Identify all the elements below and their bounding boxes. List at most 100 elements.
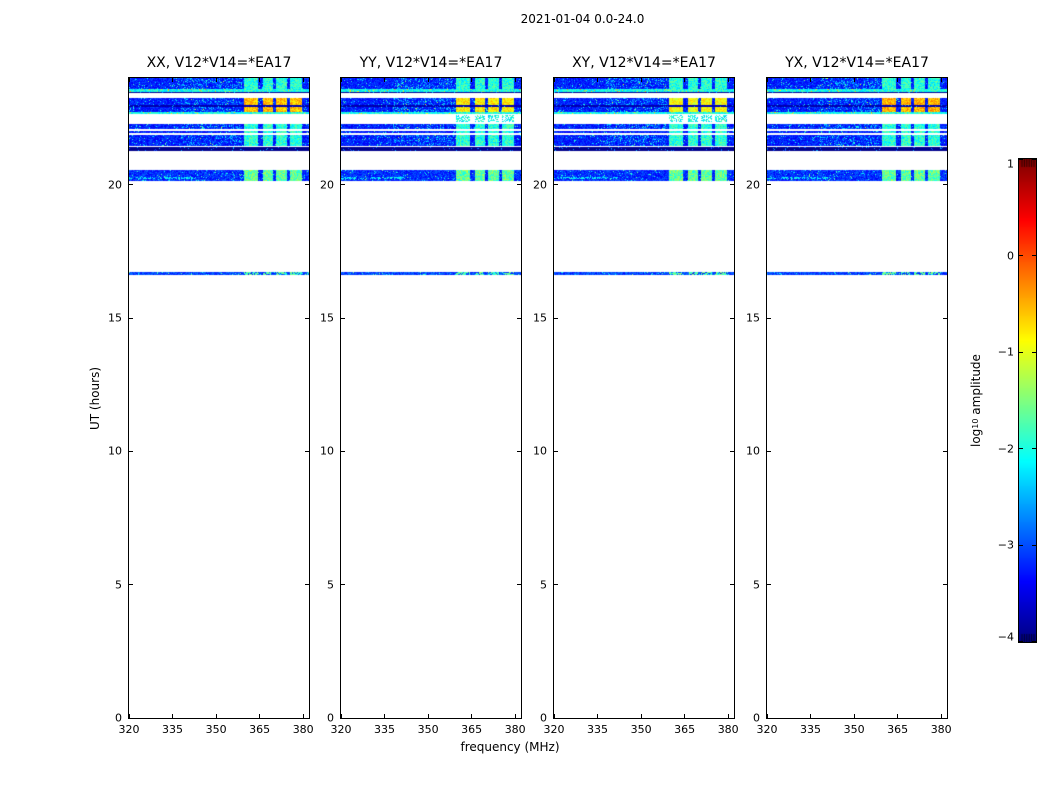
x-tick-mark bbox=[259, 714, 261, 718]
spectrogram-canvas-yy bbox=[341, 78, 521, 718]
x-tick-mark bbox=[215, 714, 217, 718]
y-tick-label: 20 bbox=[533, 178, 547, 192]
y-tick-label: 5 bbox=[115, 578, 122, 592]
y-tick-label: 15 bbox=[320, 311, 334, 325]
x-tick-mark bbox=[340, 78, 342, 82]
x-tick-mark bbox=[384, 714, 386, 718]
x-tick-label: 320 bbox=[330, 723, 352, 736]
x-tick-mark bbox=[727, 714, 729, 718]
colorbar-tick-mark bbox=[1032, 159, 1036, 160]
colorbar-tick-mark bbox=[1032, 448, 1036, 450]
x-tick-mark bbox=[553, 78, 555, 82]
x-tick-label: 350 bbox=[843, 723, 865, 736]
x-tick-label: 335 bbox=[800, 723, 822, 736]
colorbar-label-subscript: 10 bbox=[971, 418, 980, 429]
panel-title-yy: YY, V12*V14=*EA17 bbox=[359, 55, 503, 71]
y-tick-mark bbox=[730, 584, 734, 586]
y-tick-mark bbox=[943, 184, 947, 186]
x-tick-label: 320 bbox=[756, 723, 778, 736]
x-axis-label: frequency (MHz) bbox=[460, 740, 560, 754]
y-tick-mark bbox=[767, 184, 771, 186]
x-tick-label: 335 bbox=[374, 723, 396, 736]
y-tick-mark bbox=[305, 184, 309, 186]
y-tick-mark bbox=[767, 717, 771, 719]
x-tick-label: 335 bbox=[587, 723, 609, 736]
y-tick-mark bbox=[517, 717, 521, 719]
colorbar-tick-label: 0 bbox=[1007, 249, 1014, 263]
x-tick-mark bbox=[597, 714, 599, 718]
y-tick-mark bbox=[730, 184, 734, 186]
y-tick-mark bbox=[305, 317, 309, 319]
colorbar-tick-mark bbox=[1032, 544, 1036, 546]
x-tick-mark bbox=[597, 78, 599, 82]
panel-title-yx: YX, V12*V14=*EA17 bbox=[785, 55, 929, 71]
y-tick-label: 0 bbox=[327, 711, 334, 725]
y-tick-label: 15 bbox=[533, 311, 547, 325]
y-tick-mark bbox=[554, 184, 558, 186]
x-tick-mark bbox=[684, 714, 686, 718]
y-tick-mark bbox=[341, 317, 345, 319]
x-tick-mark bbox=[640, 714, 642, 718]
colorbar-tick-mark bbox=[1019, 448, 1023, 450]
colorbar-tick-label: −2 bbox=[997, 442, 1014, 456]
spectrogram-panel-yy: YY, V12*V14=*EA17 0 5 10 15 20 320 335 350 365 38… bbox=[320, 55, 526, 736]
y-tick-mark bbox=[129, 450, 133, 452]
y-tick-mark bbox=[943, 717, 947, 719]
x-tick-label: 335 bbox=[162, 723, 184, 736]
x-tick-mark bbox=[766, 78, 768, 82]
y-tick-mark bbox=[554, 717, 558, 719]
x-tick-mark bbox=[302, 714, 304, 718]
x-tick-mark bbox=[427, 78, 429, 82]
y-tick-label: 10 bbox=[533, 444, 547, 458]
spectrogram-panel-xx: XX, V12*V14=*EA17 0 5 10 15 20 320 335 350 365 38… bbox=[108, 55, 314, 736]
x-tick-label: 380 bbox=[930, 723, 952, 736]
y-tick-mark bbox=[517, 184, 521, 186]
y-axis-label: UT (hours) bbox=[88, 366, 102, 430]
x-tick-mark bbox=[215, 78, 217, 82]
panel-title-xx: XX, V12*V14=*EA17 bbox=[146, 55, 292, 71]
y-tick-mark bbox=[129, 584, 133, 586]
y-tick-mark bbox=[554, 317, 558, 319]
x-tick-label: 320 bbox=[118, 723, 140, 736]
x-tick-label: 350 bbox=[630, 723, 652, 736]
colorbar-tick-mark bbox=[1032, 351, 1036, 353]
y-tick-mark bbox=[305, 450, 309, 452]
y-tick-label: 20 bbox=[108, 178, 122, 192]
x-tick-label: 350 bbox=[417, 723, 439, 736]
y-tick-mark bbox=[730, 717, 734, 719]
x-tick-mark bbox=[128, 78, 130, 82]
x-tick-mark bbox=[810, 78, 812, 82]
x-tick-mark bbox=[766, 714, 768, 718]
colorbar-tick-mark bbox=[1032, 641, 1036, 642]
y-tick-label: 20 bbox=[320, 178, 334, 192]
y-tick-mark bbox=[305, 717, 309, 719]
y-tick-mark bbox=[767, 450, 771, 452]
x-tick-label: 365 bbox=[249, 723, 271, 736]
colorbar-tick-label: −4 bbox=[997, 630, 1014, 644]
x-tick-mark bbox=[684, 78, 686, 82]
y-tick-mark bbox=[730, 450, 734, 452]
x-tick-mark bbox=[340, 714, 342, 718]
figure-title: 2021-01-04 0.0-24.0 bbox=[520, 12, 645, 26]
y-tick-label: 15 bbox=[108, 311, 122, 325]
colorbar-tick-label: −1 bbox=[997, 345, 1014, 359]
y-tick-label: 0 bbox=[115, 711, 122, 725]
y-tick-mark bbox=[943, 317, 947, 319]
x-tick-label: 365 bbox=[674, 723, 696, 736]
colorbar-tick-mark bbox=[1019, 159, 1023, 160]
y-tick-mark bbox=[943, 450, 947, 452]
colorbar: log10 amplitude 1 0 −1 −2 −3 −4 bbox=[969, 158, 1037, 644]
y-tick-mark bbox=[767, 317, 771, 319]
x-tick-mark bbox=[471, 714, 473, 718]
y-tick-label: 10 bbox=[746, 444, 760, 458]
x-tick-mark bbox=[427, 714, 429, 718]
x-tick-mark bbox=[384, 78, 386, 82]
colorbar-tick-mark bbox=[1019, 255, 1023, 257]
y-tick-label: 10 bbox=[108, 444, 122, 458]
y-tick-label: 20 bbox=[746, 178, 760, 192]
y-tick-mark bbox=[554, 584, 558, 586]
x-tick-mark bbox=[940, 78, 942, 82]
x-tick-mark bbox=[471, 78, 473, 82]
y-tick-label: 0 bbox=[540, 711, 547, 725]
x-tick-mark bbox=[897, 714, 899, 718]
